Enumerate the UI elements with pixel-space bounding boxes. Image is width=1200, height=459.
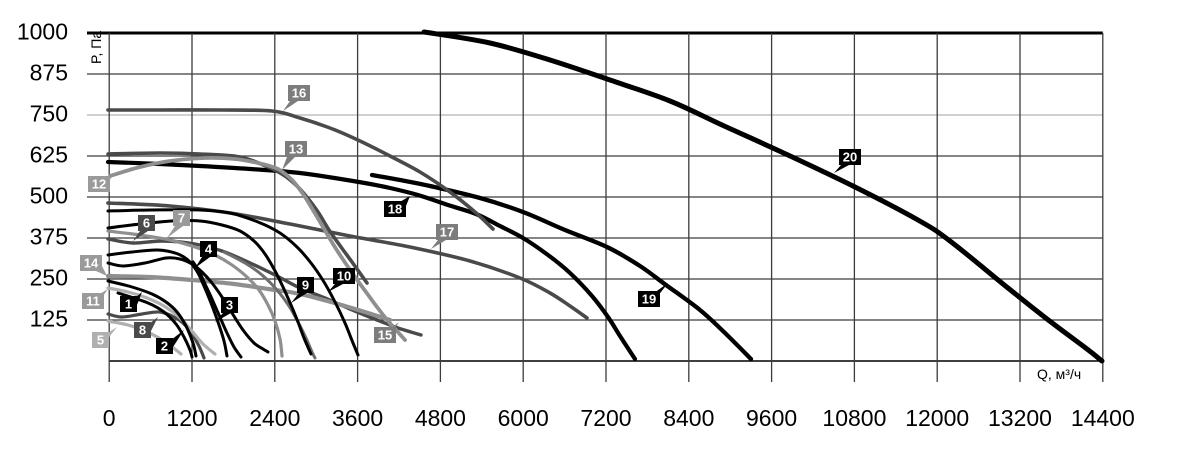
svg-text:4800: 4800 — [415, 405, 466, 431]
svg-text:6: 6 — [143, 216, 150, 231]
svg-text:875: 875 — [30, 60, 68, 86]
svg-text:14400: 14400 — [1071, 405, 1135, 431]
svg-text:17: 17 — [440, 225, 454, 240]
svg-text:9: 9 — [302, 278, 309, 293]
svg-text:8: 8 — [139, 323, 146, 338]
svg-text:3600: 3600 — [332, 405, 383, 431]
svg-text:19: 19 — [642, 292, 656, 307]
svg-text:11: 11 — [86, 294, 100, 309]
svg-text:5: 5 — [97, 333, 104, 348]
svg-text:8400: 8400 — [663, 405, 714, 431]
svg-text:500: 500 — [30, 183, 68, 209]
svg-text:18: 18 — [388, 202, 402, 217]
svg-text:3: 3 — [226, 298, 233, 313]
svg-text:10800: 10800 — [822, 405, 886, 431]
svg-text:P, Па: P, Па — [88, 31, 104, 64]
svg-text:125: 125 — [30, 306, 68, 332]
svg-text:2: 2 — [161, 339, 168, 354]
svg-text:15: 15 — [378, 328, 392, 343]
svg-text:1200: 1200 — [166, 405, 217, 431]
svg-text:1000: 1000 — [17, 19, 68, 45]
svg-text:250: 250 — [30, 265, 68, 291]
svg-text:13200: 13200 — [988, 405, 1052, 431]
svg-text:16: 16 — [292, 86, 306, 101]
svg-text:9600: 9600 — [746, 405, 797, 431]
svg-text:13: 13 — [289, 142, 303, 157]
svg-text:0: 0 — [103, 405, 116, 431]
svg-text:750: 750 — [30, 101, 68, 127]
svg-text:14: 14 — [84, 256, 99, 271]
svg-text:2400: 2400 — [249, 405, 300, 431]
svg-text:12: 12 — [92, 177, 106, 192]
svg-text:Q, м³/ч: Q, м³/ч — [1037, 366, 1081, 382]
svg-text:625: 625 — [30, 142, 68, 168]
svg-text:6000: 6000 — [498, 405, 549, 431]
svg-text:7: 7 — [178, 211, 185, 226]
svg-text:4: 4 — [205, 242, 213, 257]
svg-text:12000: 12000 — [905, 405, 969, 431]
svg-text:20: 20 — [843, 150, 857, 165]
svg-text:7200: 7200 — [580, 405, 631, 431]
svg-text:375: 375 — [30, 224, 68, 250]
svg-text:10: 10 — [337, 269, 351, 284]
svg-text:1: 1 — [125, 297, 132, 312]
